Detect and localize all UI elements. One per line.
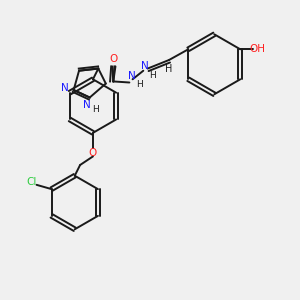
Text: H: H	[150, 70, 156, 80]
Text: N: N	[61, 83, 69, 93]
Text: H: H	[165, 64, 173, 74]
Text: H: H	[136, 80, 142, 89]
Text: N: N	[128, 71, 135, 81]
Text: OH: OH	[249, 44, 266, 54]
Text: O: O	[89, 148, 97, 158]
Text: Cl: Cl	[26, 177, 36, 187]
Text: N: N	[82, 100, 90, 110]
Text: N: N	[140, 61, 148, 71]
Text: O: O	[109, 54, 117, 64]
Text: H: H	[92, 105, 98, 114]
